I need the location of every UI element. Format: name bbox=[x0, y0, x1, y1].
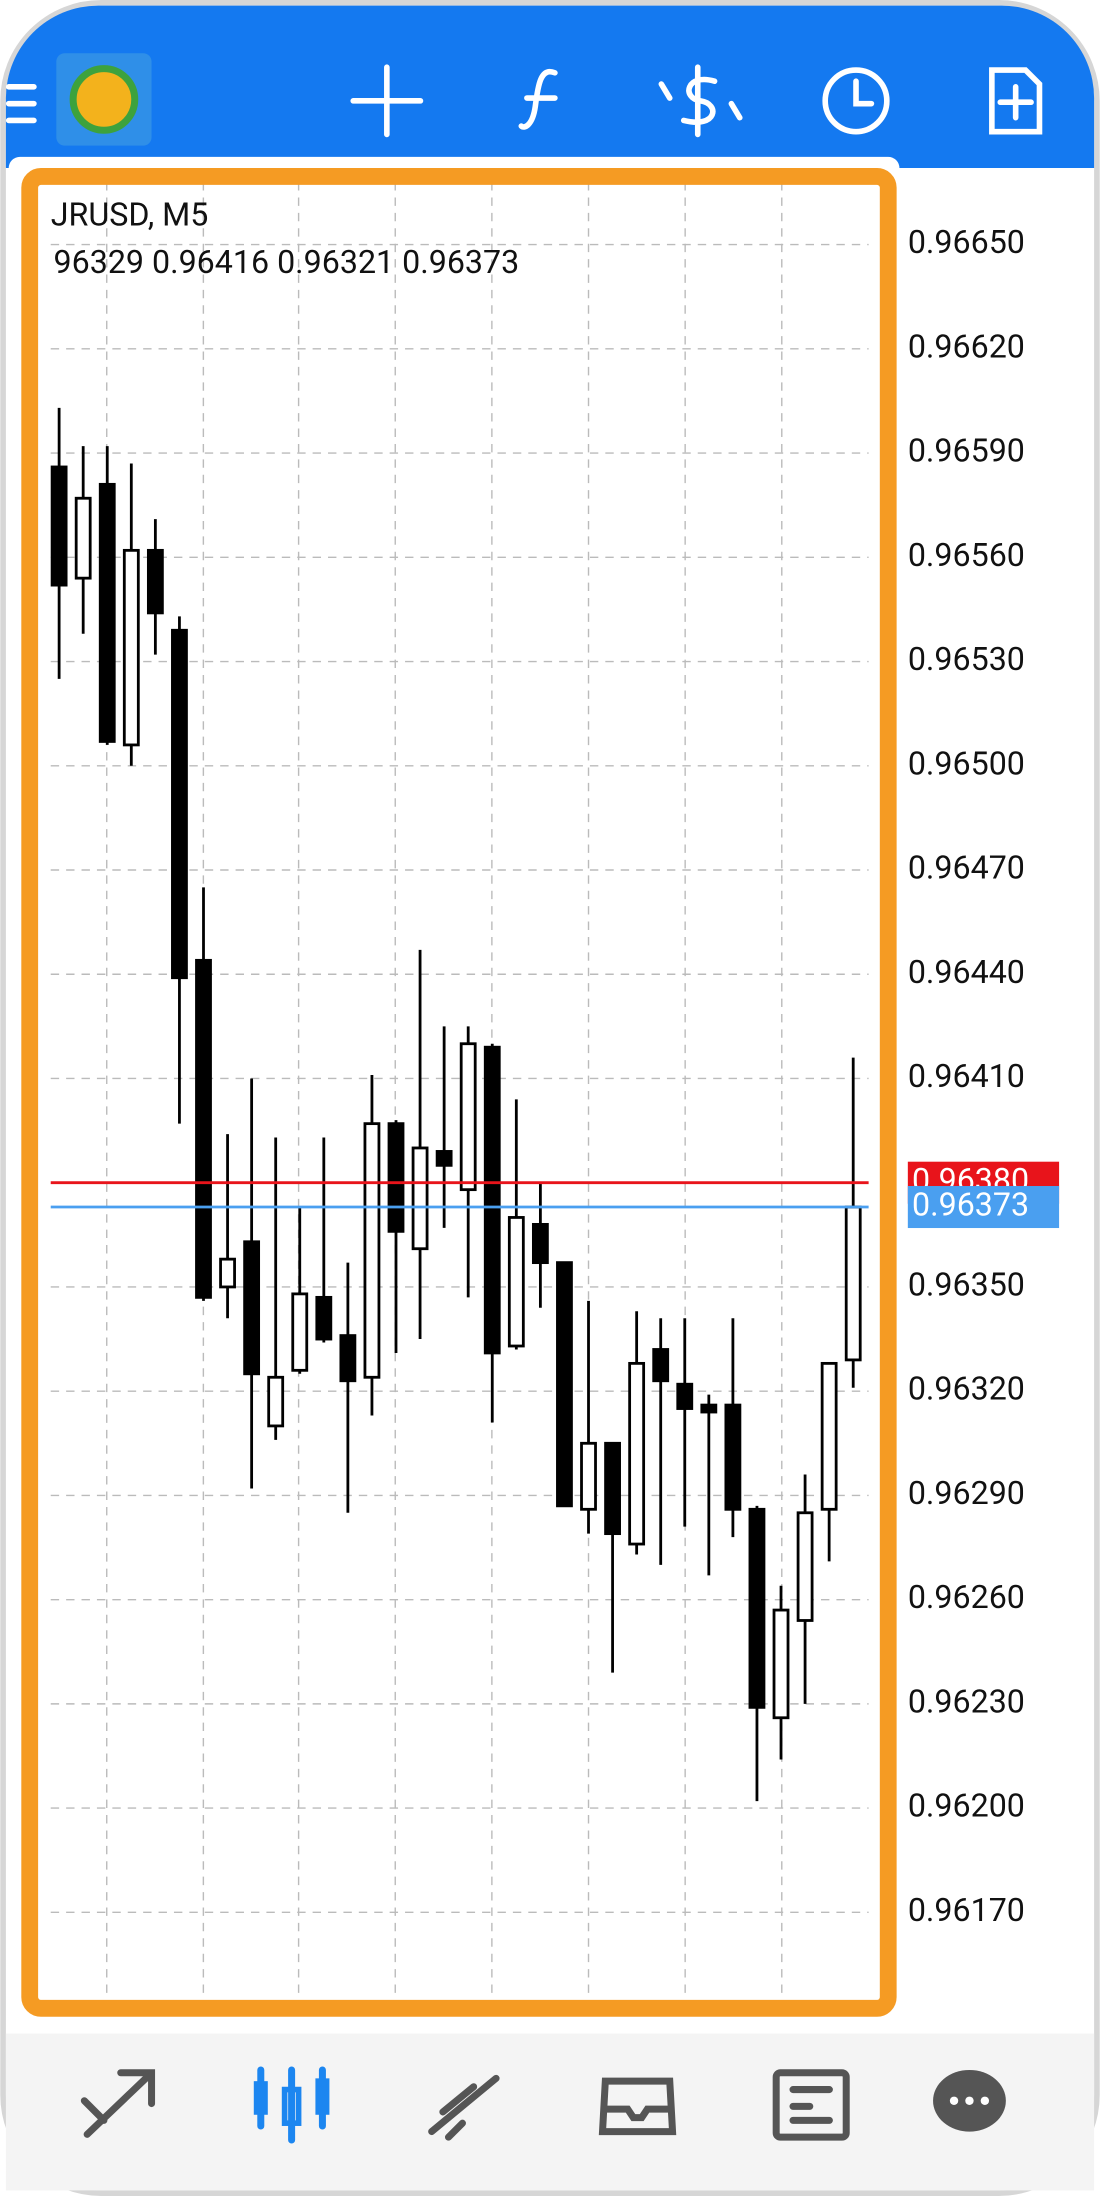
y-tick-label: 0.96230 bbox=[908, 1682, 1025, 1720]
candle-body bbox=[772, 1608, 790, 1720]
trade-button[interactable] bbox=[658, 64, 743, 138]
toolbar bbox=[5, 5, 1095, 169]
candle-body bbox=[195, 958, 212, 1299]
candle-body bbox=[387, 1122, 405, 1233]
price-label: 0.96373 bbox=[912, 1186, 1029, 1224]
candle-body bbox=[820, 1361, 838, 1511]
chart-tab-button[interactable] bbox=[253, 2066, 330, 2144]
y-tick-label: 0.96620 bbox=[908, 327, 1025, 365]
candle-body bbox=[556, 1261, 573, 1508]
y-tick-label: 0.96470 bbox=[908, 849, 1025, 887]
candle-body bbox=[171, 628, 188, 980]
candle-body bbox=[219, 1257, 236, 1289]
candle-body bbox=[411, 1146, 429, 1251]
indicators-button[interactable] bbox=[518, 69, 558, 130]
y-tick-label: 0.96560 bbox=[908, 536, 1025, 574]
history-tab[interactable] bbox=[598, 2077, 677, 2136]
candle-body bbox=[315, 1295, 333, 1341]
candle-body bbox=[652, 1348, 670, 1383]
candle-body bbox=[459, 1042, 477, 1192]
y-tick-label: 0.96200 bbox=[908, 1787, 1025, 1825]
candle-body bbox=[483, 1045, 501, 1355]
crosshair-button[interactable] bbox=[350, 64, 424, 138]
y-tick-label: 0.96440 bbox=[908, 953, 1025, 991]
menu-button[interactable] bbox=[5, 84, 37, 124]
y-tick-label: 0.96350 bbox=[908, 1265, 1025, 1303]
candle-body bbox=[628, 1361, 646, 1546]
y-tick-label: 0.96530 bbox=[908, 640, 1025, 678]
plot-area bbox=[50, 182, 869, 1996]
candle-body bbox=[122, 548, 140, 747]
timeframe-button[interactable] bbox=[822, 67, 890, 135]
ohlc-info: 96329 0.96416 0.96321 0.96373 bbox=[54, 243, 520, 281]
y-tick-label: 0.96410 bbox=[908, 1057, 1025, 1095]
candle-body bbox=[604, 1441, 621, 1536]
candle-body bbox=[507, 1216, 525, 1348]
price-label-box bbox=[907, 1186, 1060, 1229]
y-tick-label: 0.96500 bbox=[908, 744, 1025, 782]
candle-body bbox=[267, 1375, 285, 1428]
y-tick-label: 0.96170 bbox=[908, 1891, 1025, 1929]
y-tick-label: 0.96650 bbox=[908, 223, 1025, 261]
candle-body bbox=[74, 496, 92, 580]
candle-body bbox=[339, 1334, 357, 1383]
new-order-button[interactable] bbox=[989, 67, 1043, 135]
candle-body bbox=[363, 1122, 381, 1379]
candle-body bbox=[724, 1403, 742, 1511]
candle-body bbox=[243, 1240, 261, 1376]
candle-body bbox=[98, 482, 116, 743]
candle-body bbox=[796, 1511, 814, 1622]
chart-title: JRUSD, M5 bbox=[51, 195, 209, 233]
bottom-nav bbox=[5, 2033, 1095, 2191]
candle-body bbox=[580, 1441, 597, 1511]
y-tick-label: 0.96590 bbox=[908, 432, 1025, 470]
candle-body bbox=[700, 1403, 718, 1414]
candle-body bbox=[291, 1292, 309, 1372]
candle-body bbox=[844, 1205, 862, 1362]
trade-tab[interactable] bbox=[428, 2074, 500, 2141]
news-tab[interactable] bbox=[772, 2069, 850, 2141]
highlight-frame bbox=[21, 168, 897, 2017]
candle-body bbox=[748, 1507, 766, 1709]
y-tick-label: 0.96320 bbox=[908, 1370, 1025, 1408]
candle-body bbox=[676, 1382, 694, 1410]
candle-body bbox=[531, 1222, 549, 1265]
y-tick-label: 0.96290 bbox=[908, 1474, 1025, 1512]
candle-body bbox=[435, 1150, 453, 1167]
candle-body bbox=[50, 465, 68, 587]
quotes-tab[interactable] bbox=[80, 2069, 156, 2138]
candle-body bbox=[146, 548, 164, 615]
y-tick-label: 0.96260 bbox=[908, 1578, 1025, 1616]
